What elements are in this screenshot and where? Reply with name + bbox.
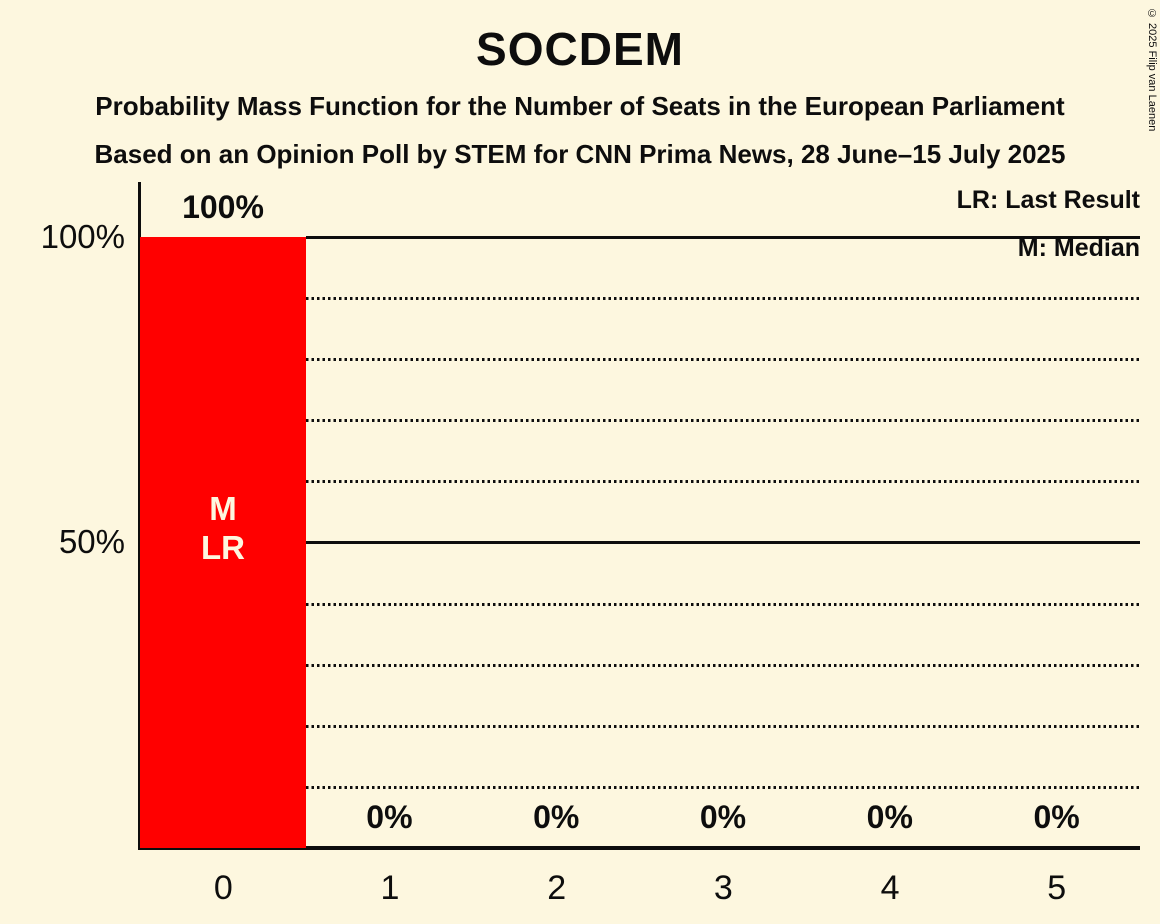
page-title: SOCDEM (476, 23, 684, 75)
copyright-notice: © 2025 Filip van Laenen (1146, 8, 1158, 132)
median-marker: M (209, 490, 237, 527)
gridline-solid-100 (306, 236, 1140, 239)
y-axis-line (138, 182, 141, 850)
x-tick-label-1: 1 (380, 869, 400, 907)
bar-seat-0 (140, 237, 306, 848)
legend-last-result: LR: Last Result (956, 186, 1140, 214)
x-tick-label-3: 3 (713, 869, 733, 907)
gridline-solid-50 (306, 541, 1140, 544)
bar-value-label-seat-3: 0% (699, 799, 747, 835)
last-result-marker: LR (201, 529, 245, 566)
y-tick-label-100: 100% (40, 218, 125, 255)
gridline-dotted-90 (306, 297, 1140, 300)
x-axis-baseline (140, 846, 1140, 850)
chart-source-subtitle: Based on an Opinion Poll by STEM for CNN… (94, 139, 1066, 169)
x-tick-label-5: 5 (1047, 869, 1067, 907)
bar-value-label-seat-4: 0% (866, 799, 913, 835)
zero-value-labels-row: 0% 0% 0% 0% 0% (306, 799, 1140, 835)
bar-value-label-seat-0: 100% (182, 189, 264, 225)
bar-annotation-median-lastresult: M LR (140, 489, 306, 567)
gridline-dotted-60 (306, 480, 1140, 483)
x-tick-label-4: 4 (880, 869, 900, 907)
gridline-dotted-10 (306, 786, 1140, 789)
x-axis-tick-labels: 0 1 2 3 4 5 (140, 868, 1140, 908)
y-tick-label-50: 50% (58, 523, 125, 560)
bar-value-label-seat-5: 0% (1033, 799, 1080, 835)
gridline-dotted-30 (306, 664, 1140, 667)
bar-value-label-seat-2: 0% (533, 799, 580, 835)
gridline-dotted-80 (306, 358, 1140, 361)
bar-value-label-seat-1: 0% (366, 799, 413, 835)
gridline-dotted-20 (306, 725, 1140, 728)
gridline-dotted-70 (306, 419, 1140, 422)
gridline-dotted-40 (306, 603, 1140, 606)
chart-subtitle: Probability Mass Function for the Number… (95, 91, 1065, 121)
x-tick-label-0: 0 (213, 869, 233, 907)
x-tick-label-2: 2 (547, 869, 567, 907)
